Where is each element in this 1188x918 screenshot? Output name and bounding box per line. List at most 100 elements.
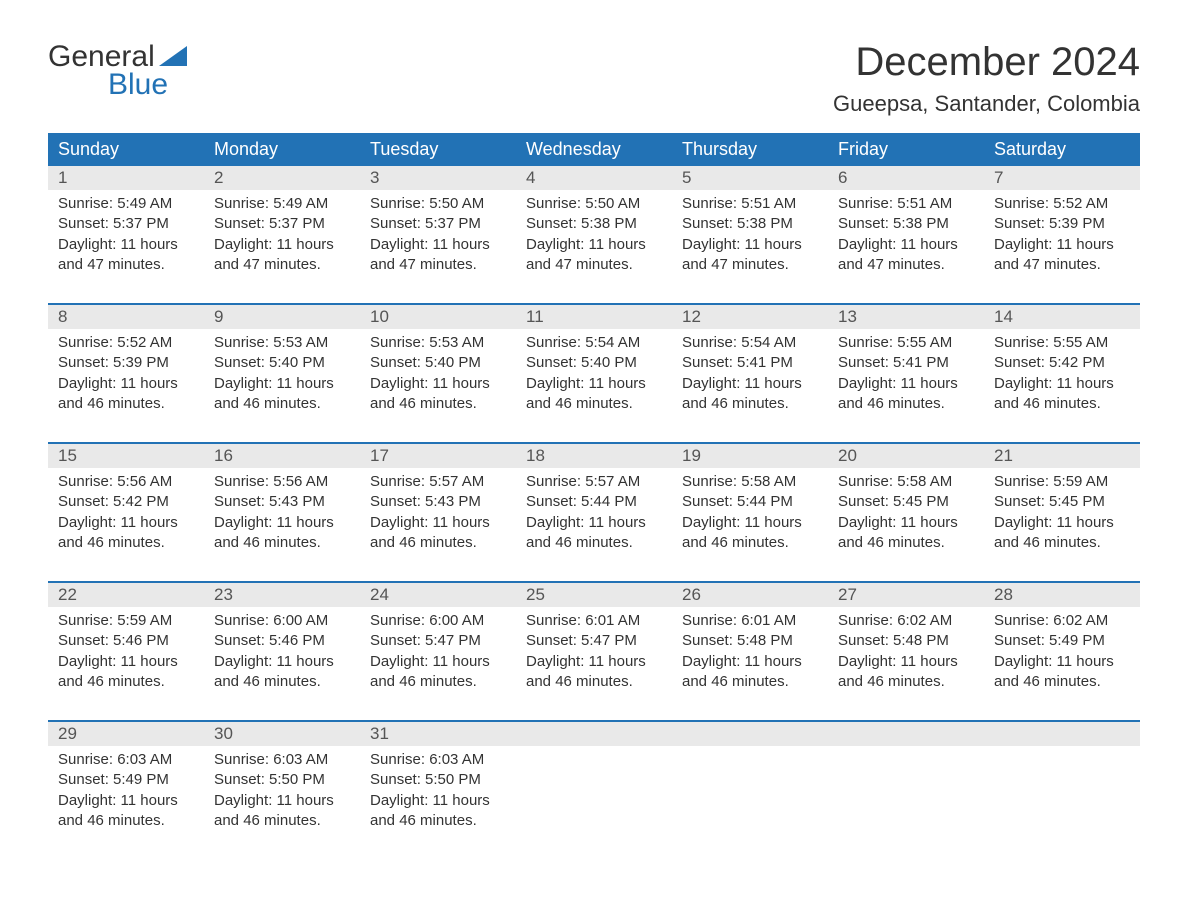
date-cell: 1 [48,166,204,190]
sunset-text: Sunset: 5:49 PM [994,631,1130,651]
date-cell: 17 [360,444,516,468]
sunrise-text: Sunrise: 5:50 AM [526,194,662,214]
sunset-text: Sunset: 5:48 PM [838,631,974,651]
sunset-text: Sunset: 5:45 PM [994,492,1130,512]
sunrise-text: Sunrise: 5:54 AM [682,333,818,353]
sunset-text: Sunset: 5:46 PM [214,631,350,651]
daylight-line2: and 46 minutes. [682,533,818,553]
day-cell: Sunrise: 5:49 AMSunset: 5:37 PMDaylight:… [204,190,360,285]
daylight-line2: and 47 minutes. [994,255,1130,275]
sunrise-text: Sunrise: 5:52 AM [994,194,1130,214]
daylight-line1: Daylight: 11 hours [526,513,662,533]
day-header-friday: Friday [828,133,984,166]
day-cell: Sunrise: 6:00 AMSunset: 5:47 PMDaylight:… [360,607,516,702]
date-cell: 26 [672,583,828,607]
date-cell [984,722,1140,746]
day-header-tuesday: Tuesday [360,133,516,166]
day-cell: Sunrise: 5:49 AMSunset: 5:37 PMDaylight:… [48,190,204,285]
daylight-line2: and 46 minutes. [526,394,662,414]
daylight-line1: Daylight: 11 hours [838,513,974,533]
daylight-line2: and 46 minutes. [214,672,350,692]
sunset-text: Sunset: 5:40 PM [370,353,506,373]
sunset-text: Sunset: 5:38 PM [838,214,974,234]
daylight-line1: Daylight: 11 hours [838,374,974,394]
daylight-line1: Daylight: 11 hours [214,374,350,394]
logo: General Blue [48,40,187,102]
sunset-text: Sunset: 5:50 PM [214,770,350,790]
day-header-sunday: Sunday [48,133,204,166]
sunrise-text: Sunrise: 5:53 AM [214,333,350,353]
daylight-line1: Daylight: 11 hours [370,513,506,533]
calendar: Sunday Monday Tuesday Wednesday Thursday… [48,133,1140,841]
sunrise-text: Sunrise: 5:55 AM [838,333,974,353]
date-cell: 3 [360,166,516,190]
date-cell: 10 [360,305,516,329]
date-cell: 7 [984,166,1140,190]
date-cell: 14 [984,305,1140,329]
daylight-line2: and 46 minutes. [994,533,1130,553]
sunset-text: Sunset: 5:39 PM [58,353,194,373]
date-cell: 19 [672,444,828,468]
sunrise-text: Sunrise: 5:56 AM [214,472,350,492]
date-cell: 8 [48,305,204,329]
date-cell: 22 [48,583,204,607]
sunrise-text: Sunrise: 5:59 AM [58,611,194,631]
sunset-text: Sunset: 5:42 PM [994,353,1130,373]
daylight-line1: Daylight: 11 hours [526,652,662,672]
sunrise-text: Sunrise: 5:58 AM [838,472,974,492]
data-row: Sunrise: 5:56 AMSunset: 5:42 PMDaylight:… [48,468,1140,563]
day-cell: Sunrise: 5:56 AMSunset: 5:42 PMDaylight:… [48,468,204,563]
day-cell: Sunrise: 6:02 AMSunset: 5:48 PMDaylight:… [828,607,984,702]
date-cell: 24 [360,583,516,607]
sunset-text: Sunset: 5:37 PM [370,214,506,234]
data-row: Sunrise: 5:59 AM Sunset: 5:46 PM Daylight:… [48,607,1140,702]
daylight-line2: and 46 minutes. [838,672,974,692]
sunrise-text: Sunrise: 5:51 AM [838,194,974,214]
daylight-line2: and 47 minutes. [370,255,506,275]
day-cell: Sunrise: 5:58 AMSunset: 5:45 PMDaylight:… [828,468,984,563]
date-cell [672,722,828,746]
day-cell: Sunrise: 6:02 AMSunset: 5:49 PMDaylight:… [984,607,1140,702]
day-cell: Sunrise: 5:51 AMSunset: 5:38 PMDaylight:… [672,190,828,285]
daylight-line1: Daylight: 11 hours [682,374,818,394]
date-cell: 9 [204,305,360,329]
sunset-text: Sunset: 5:41 PM [838,353,974,373]
data-row: Sunrise: 6:03 AMSunset: 5:49 PMDaylight:… [48,746,1140,841]
daylight-line2: and 47 minutes. [682,255,818,275]
day-header-saturday: Saturday [984,133,1140,166]
daylight-line1: Daylight: 11 hours [370,235,506,255]
date-cell [828,722,984,746]
sunset-text: Sunset: 5:44 PM [526,492,662,512]
date-cell: 5 [672,166,828,190]
weeks-container: 1234567Sunrise: 5:49 AMSunset: 5:37 PMDa… [48,166,1140,841]
sunset-text: Sunset: 5:41 PM [682,353,818,373]
daylight-line1: Daylight: 11 hours [370,652,506,672]
sunrise-text: Sunrise: 5:59 AM [994,472,1130,492]
sunset-text: Sunset: 5:45 PM [838,492,974,512]
day-cell [984,746,1140,841]
day-cell: Sunrise: 5:54 AMSunset: 5:40 PMDaylight:… [516,329,672,424]
day-header-thursday: Thursday [672,133,828,166]
date-cell: 16 [204,444,360,468]
sunset-text: Sunset: 5:44 PM [682,492,818,512]
daylight-line2: and 46 minutes. [838,533,974,553]
day-cell: Sunrise: 5:56 AMSunset: 5:43 PMDaylight:… [204,468,360,563]
date-cell [516,722,672,746]
flag-icon [159,46,187,66]
sunrise-text: Sunrise: 6:03 AM [370,750,506,770]
daylight-line1: Daylight: 11 hours [838,652,974,672]
day-cell: Sunrise: 5:55 AMSunset: 5:42 PMDaylight:… [984,329,1140,424]
logo-text-blue: Blue [108,68,168,102]
daylight-line1: Daylight: 11 hours [526,374,662,394]
date-cell: 28 [984,583,1140,607]
date-cell: 30 [204,722,360,746]
day-cell: Sunrise: 5:53 AMSunset: 5:40 PMDaylight:… [360,329,516,424]
sunrise-text: Sunrise: 5:52 AM [58,333,194,353]
date-row: 891011121314 [48,305,1140,329]
daylight-line1: Daylight: 11 hours [58,652,194,672]
calendar-week: 22232425262728Sunrise: 5:59 AMSunset: 5:… [48,581,1140,702]
daylight-line1: Daylight: 11 hours [370,791,506,811]
daylight-line2: and 46 minutes. [214,811,350,831]
date-cell: 21 [984,444,1140,468]
daylight-line2: and 46 minutes. [838,394,974,414]
